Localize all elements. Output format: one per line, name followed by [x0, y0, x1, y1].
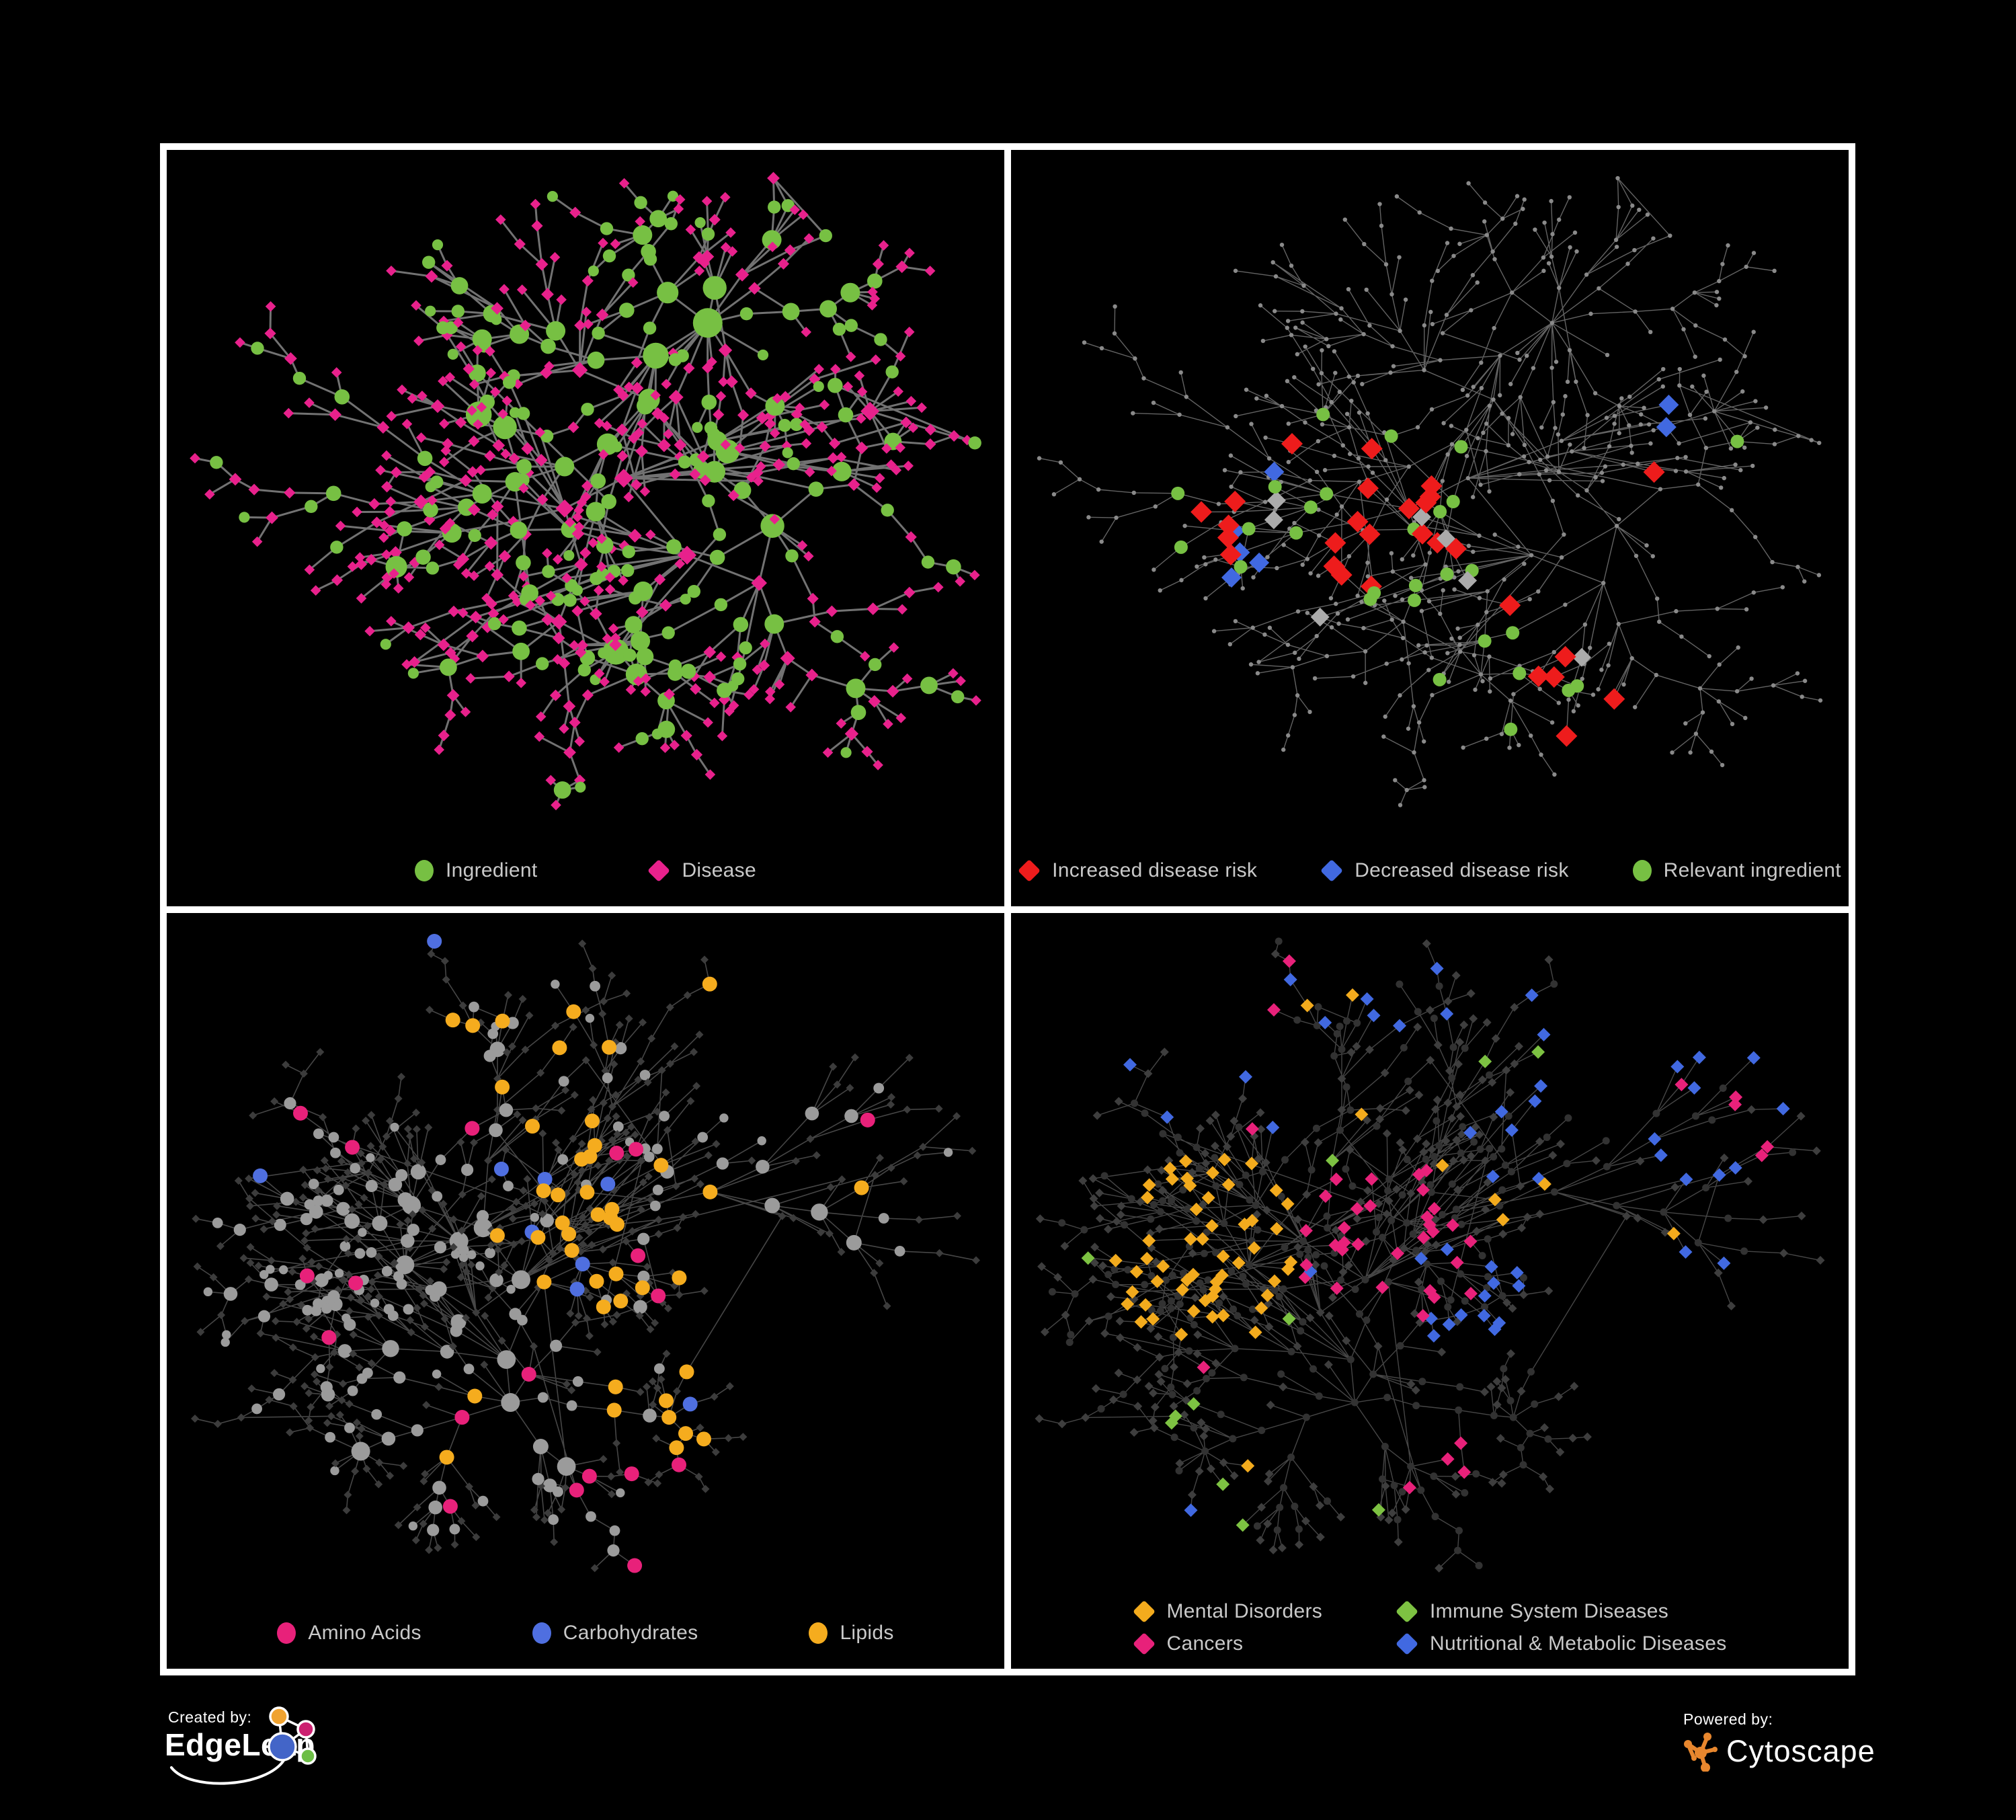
network-figure-grid: Ingredient Disease Increased disease risk… [160, 143, 1855, 1675]
legend-ingredient-disease: Ingredient Disease [167, 859, 1004, 882]
legend-item-amino-acids: Amino Acids [277, 1622, 421, 1645]
diamond-swatch-icon [1018, 859, 1041, 882]
legend-disease-risk: Increased disease risk Decreased disease … [1011, 859, 1849, 882]
legend-label: Increased disease risk [1052, 859, 1258, 881]
cytoscape-node [1684, 1740, 1692, 1748]
edges-layer [1039, 177, 1821, 806]
diamond-swatch-icon [1320, 859, 1344, 882]
nodes-layer [190, 171, 981, 811]
cytoscape-credit: Powered by: Cytoscape [1682, 1710, 1876, 1772]
legend-item-decreased-disease-risk: Decreased disease risk [1320, 859, 1569, 882]
circle-swatch-icon [809, 1622, 828, 1644]
panel-ingredient-disease-network: Ingredient Disease [167, 150, 1004, 906]
highlighted-nodes-layer [1081, 954, 1790, 1532]
cytoscape-node [1691, 1755, 1697, 1761]
circle-swatch-icon [1632, 859, 1652, 881]
legend-label: Decreased disease risk [1355, 859, 1569, 881]
legend-label: Immune System Diseases [1430, 1600, 1669, 1622]
circle-swatch-icon [277, 1622, 296, 1644]
edgeleap-credit: Created by: EdgeLeap [165, 1706, 514, 1809]
highlighted-nodes-layer [253, 933, 875, 1573]
created-by-label: Created by: [168, 1708, 252, 1726]
nodes-layer [1037, 175, 1823, 807]
powered-by-label: Powered by: [1683, 1710, 1773, 1728]
diamond-swatch-icon [1396, 1632, 1419, 1655]
circle-swatch-icon [532, 1622, 551, 1644]
legend-item-ingredient: Ingredient [415, 859, 537, 882]
legend-label: Mental Disorders [1166, 1600, 1323, 1622]
cytoscape-node [1695, 1747, 1707, 1759]
edges-layer [1039, 940, 1821, 1569]
legend-label: Disease [682, 859, 756, 881]
circle-swatch-icon [415, 859, 434, 881]
legend-disease-categories: Mental Disorders Immune System Diseases Ca… [1011, 1600, 1849, 1655]
legend-label: Ingredient [446, 859, 538, 881]
disease-categories-network [1035, 937, 1825, 1573]
legend-label: Relevant ingredient [1663, 859, 1841, 881]
diamond-swatch-icon [647, 859, 671, 882]
edgeleap-swoosh [170, 1758, 286, 1785]
cytoscape-logo-text: Cytoscape [1726, 1734, 1876, 1768]
diamond-swatch-icon [1132, 1632, 1156, 1655]
cytoscape-node [1712, 1747, 1718, 1752]
legend-label: Cancers [1166, 1632, 1244, 1655]
panel-disease-risk-network: Increased disease risk Decreased disease … [1011, 150, 1849, 906]
cytoscape-node [1703, 1733, 1711, 1741]
diamond-swatch-icon [1132, 1600, 1156, 1623]
legend-item-nutritional-metabolic-diseases: Nutritional & Metabolic Diseases [1396, 1632, 1726, 1655]
legend-label: Amino Acids [308, 1622, 421, 1644]
legend-label: Lipids [840, 1622, 894, 1644]
cytoscape-node [1701, 1763, 1710, 1772]
legend-label: Nutritional & Metabolic Diseases [1430, 1632, 1727, 1655]
cytoscape-logo-icon [1684, 1733, 1718, 1772]
panel-disease-categories-network: Mental Disorders Immune System Diseases Ca… [1011, 912, 1849, 1669]
disease-risk-network [1037, 175, 1823, 807]
compound-classes-network [191, 933, 980, 1573]
edgeleap-logo-text: EdgeLeap [165, 1727, 315, 1762]
cytoscape-logo-row: Cytoscape [1682, 1731, 1876, 1772]
diamond-swatch-icon [1396, 1600, 1419, 1623]
panel-compound-classes-network: Amino Acids Carbohydrates Lipids [167, 912, 1004, 1669]
legend-item-carbohydrates: Carbohydrates [532, 1622, 698, 1645]
legend-label: Carbohydrates [563, 1622, 698, 1644]
ingredient-disease-network [190, 171, 981, 811]
legend-compound-classes: Amino Acids Carbohydrates Lipids [167, 1622, 1004, 1645]
legend-item-immune-system-diseases: Immune System Diseases [1396, 1600, 1726, 1623]
legend-item-lipids: Lipids [809, 1622, 893, 1645]
legend-item-disease: Disease [647, 859, 756, 882]
legend-item-relevant-ingredient: Relevant ingredient [1632, 859, 1841, 882]
nodes-layer [191, 939, 980, 1572]
legend-item-mental-disorders: Mental Disorders [1132, 1600, 1323, 1623]
legend-item-cancers: Cancers [1132, 1632, 1323, 1655]
legend-item-increased-disease-risk: Increased disease risk [1018, 859, 1257, 882]
